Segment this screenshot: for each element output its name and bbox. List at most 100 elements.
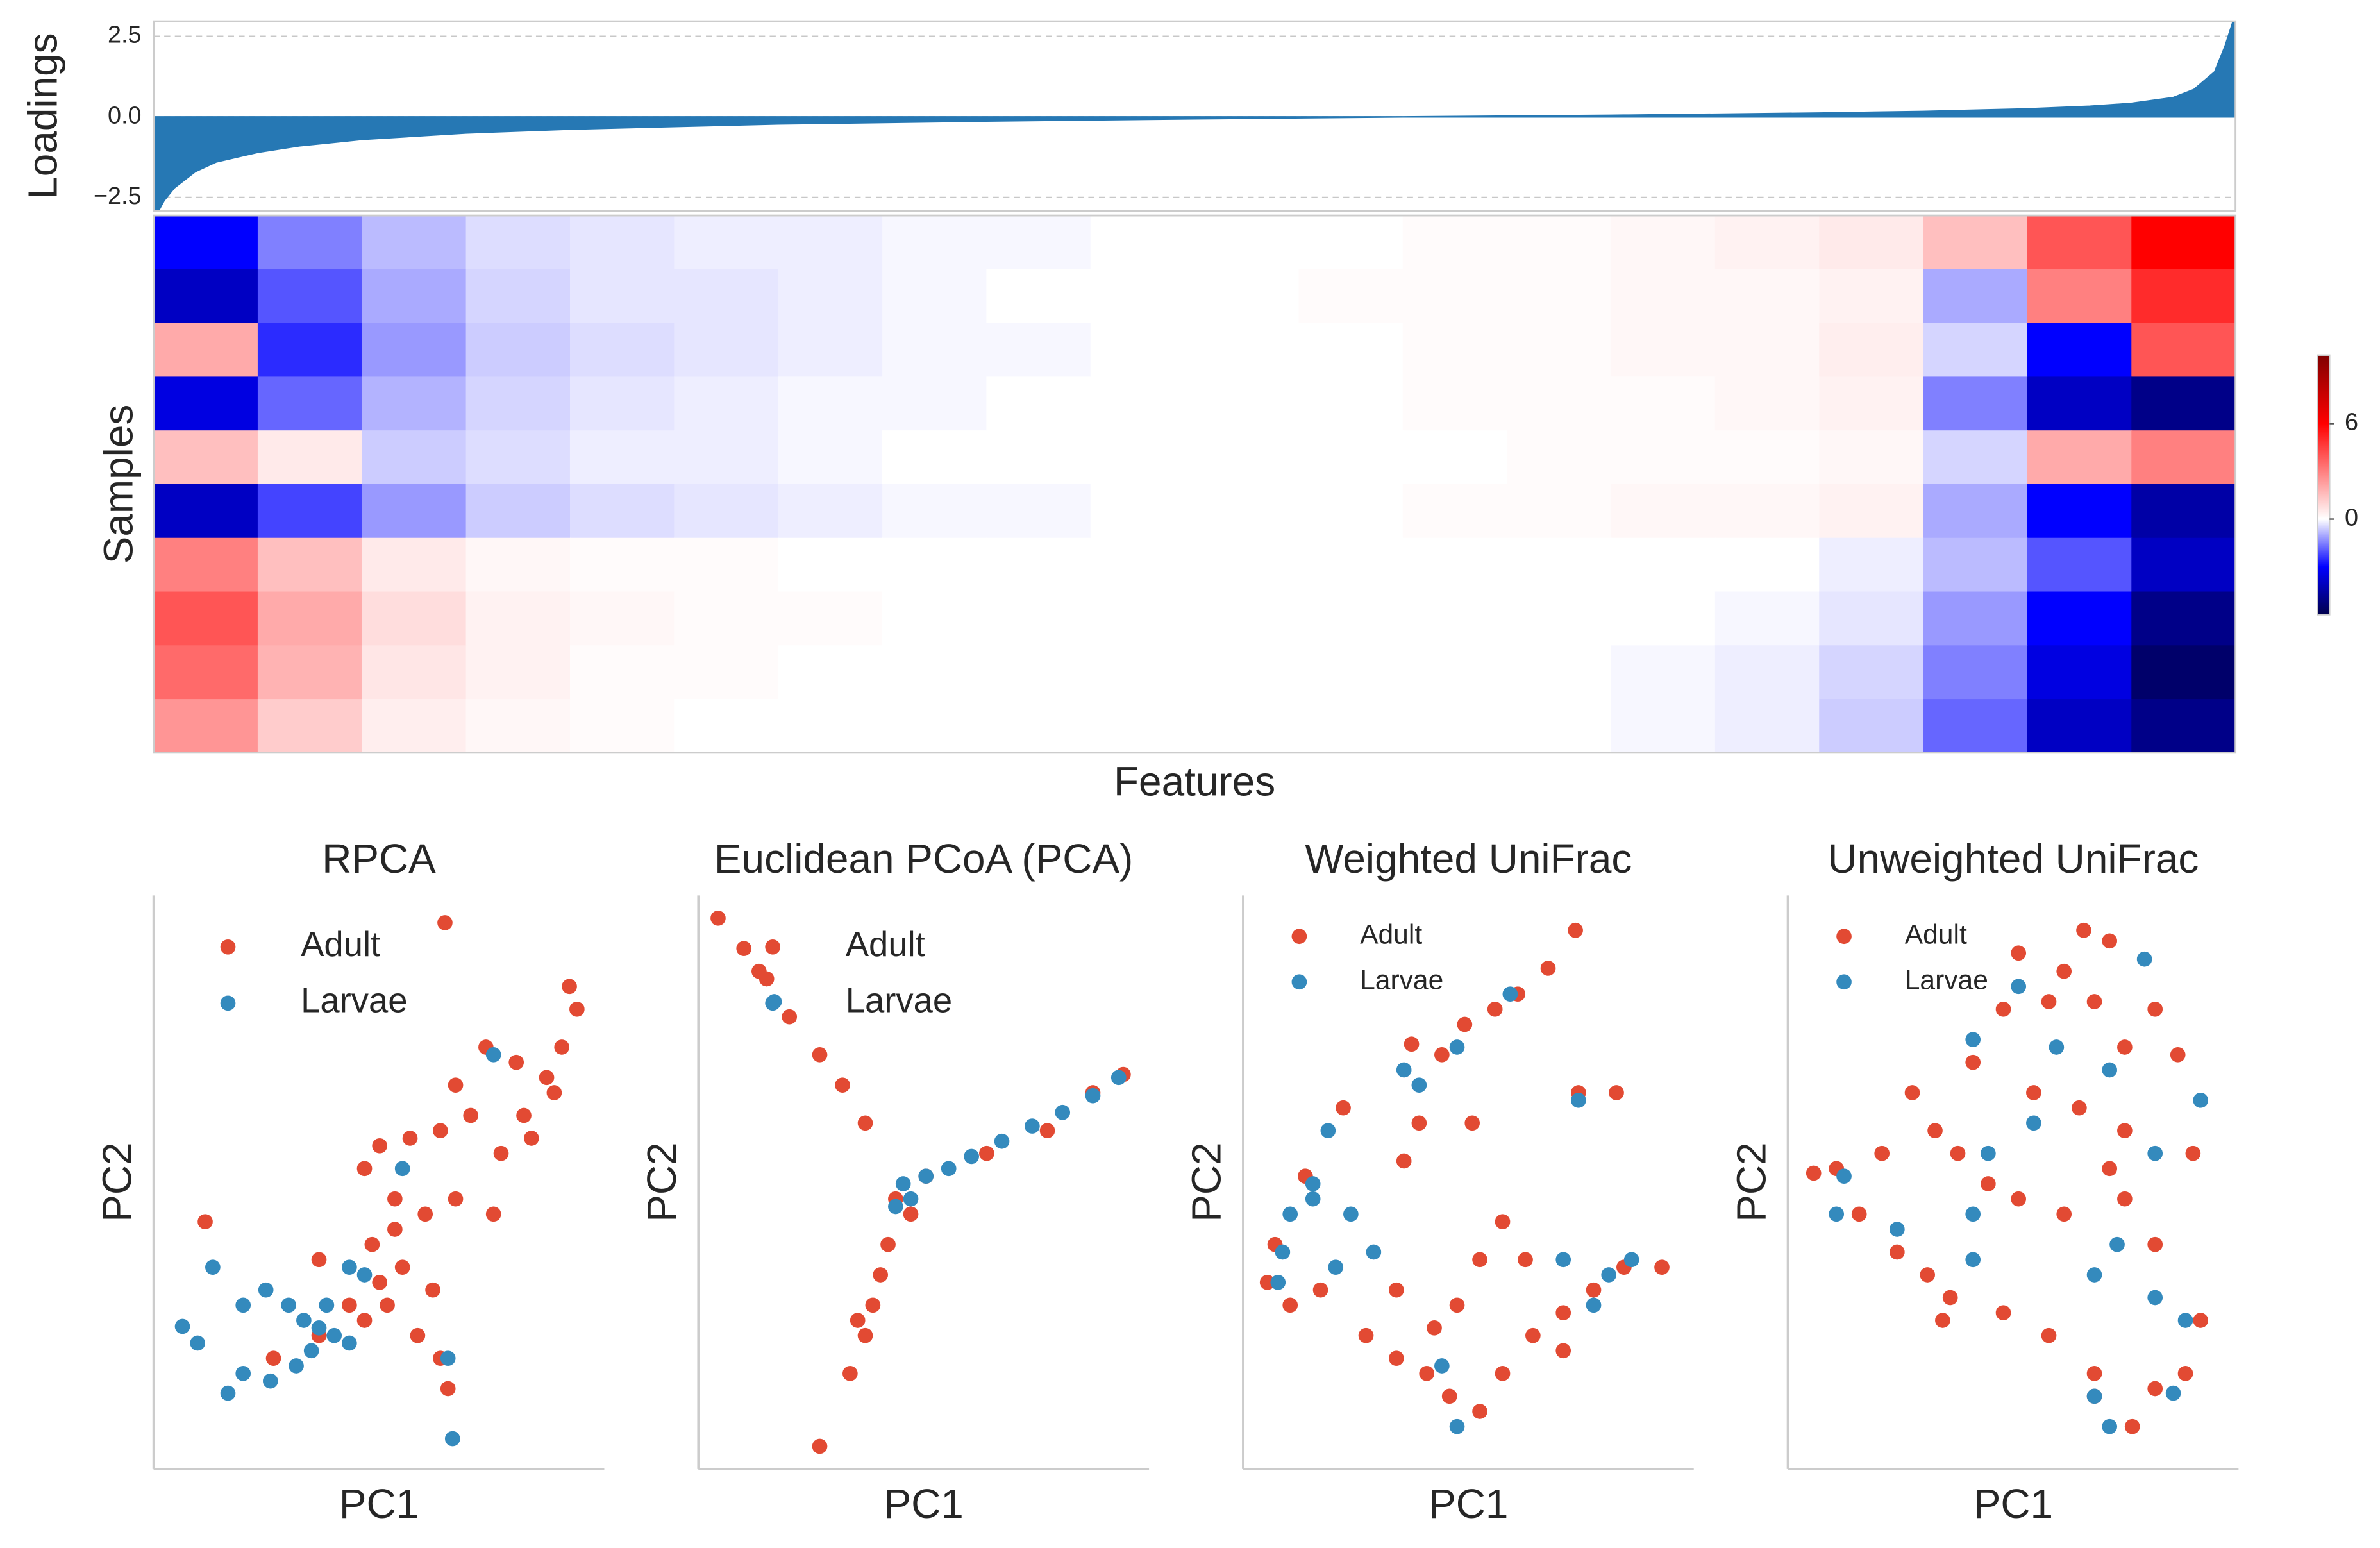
heatmap-cell [1611,699,1716,753]
heatmap-cell [882,699,987,753]
heatmap-cell [465,376,571,432]
scatter-point [2177,1313,2193,1328]
heatmap-cell [986,269,1091,324]
scatter-point [2109,1236,2125,1252]
scatter-point [516,1107,532,1123]
scatter-point [1396,1062,1412,1078]
scatter-point [1555,1305,1571,1320]
heatmap-cell [674,645,779,700]
scatter-point [2170,1047,2186,1063]
scatter-point [2072,1100,2087,1116]
heatmap-cell [1714,537,1820,593]
heatmap-cell [257,645,363,700]
heatmap-cell [1923,645,2028,700]
scatter-point [2056,1206,2072,1222]
scatter-point [1586,1297,1602,1313]
heatmap-cell [153,699,258,753]
scatter-point [812,1438,828,1454]
scatter-point [2011,1191,2027,1207]
scatter-point [2117,1191,2133,1207]
scatter-point [1305,1191,1321,1207]
heatmap-cell [1090,645,1196,700]
scatter-point [1449,1297,1465,1313]
scatter-point [1320,1123,1336,1138]
heatmap-cell [2027,537,2133,593]
scatter-point [2102,1161,2118,1177]
heatmap-cell [1714,699,1820,753]
scatter-point [2193,1093,2209,1108]
scatter-point [812,1047,828,1063]
scatter-point [850,1313,866,1328]
heatmap-cell [257,591,363,646]
heatmap-cell [362,537,467,593]
heatmap-cell [1507,430,1612,485]
heatmap-cell [2131,537,2236,593]
scatter-point [2124,1418,2140,1434]
heatmap-cell [1298,269,1404,324]
scatter-point [1540,961,1556,976]
heatmap-cell [2027,376,2133,432]
scatter-point [394,1161,410,1177]
scatter-point [190,1335,206,1351]
scatter-point [1270,1275,1286,1290]
scatter-point [326,1327,342,1343]
scatter-point [1457,1016,1473,1032]
scatter-point [2049,1039,2065,1055]
scatter-point [1995,1002,2011,1017]
heatmap-cell [1298,376,1404,432]
heatmap-cell [257,269,363,324]
scatter-point [1275,1244,1291,1260]
heatmap-cell [362,376,467,432]
heatmap-cell [1819,430,1924,485]
heatmap-cell [1298,537,1404,593]
heatmap-cell [1923,269,2028,324]
scatter-point [410,1327,426,1343]
heatmap-cell [1714,215,1820,270]
legend-label: Adult [1905,919,1967,950]
scatter-point [394,1259,410,1275]
scatter-point [2117,1123,2133,1138]
scatter-point [2041,994,2057,1009]
heatmap-cell [257,484,363,539]
heatmap-cell [465,591,571,646]
y-tick-label: 0.0 [108,102,142,129]
scatter-point [2026,1115,2041,1131]
scatter-point [2165,1385,2181,1401]
heatmap-cell [986,484,1091,539]
heatmap-cell [2027,699,2133,753]
heatmap-cell [882,645,987,700]
heatmap-cell [1090,376,1196,432]
scatter-point [1358,1327,1374,1343]
heatmap-cell [153,591,258,646]
scatter-point [289,1358,304,1374]
heatmap-cell [569,645,675,700]
scatter-point [197,1214,213,1229]
y-axis-label: PC2 [639,1142,685,1222]
heatmap-cell [1923,376,2028,432]
legend-label: Larvae [301,981,407,1020]
heatmap-cell [465,699,571,753]
heatmap-cell [1090,323,1196,378]
heatmap-cell [153,430,258,485]
scatter-point [342,1335,357,1351]
scatter-point [2011,979,2027,995]
heatmap-cell [778,376,883,432]
heatmap-cell [465,269,571,324]
heatmap-cell [986,537,1091,593]
scatter-point [1836,1168,1852,1184]
heatmap-cell [986,430,1091,485]
heatmap-cell [778,537,883,593]
legend-marker [765,939,780,955]
heatmap-cell [2131,430,2236,485]
heatmap-cell [1194,430,1300,485]
scatter-point [417,1206,433,1222]
heatmap-cell [674,430,779,485]
heatmap-cell [778,215,883,270]
scatter-point [918,1168,934,1184]
heatmap-cell [153,215,258,270]
heatmap-cell [1923,537,2028,593]
y-axis-label: Samples [96,405,142,564]
heatmap-cell [569,537,675,593]
heatmap-cell [569,699,675,753]
heatmap-cell [2131,376,2236,432]
